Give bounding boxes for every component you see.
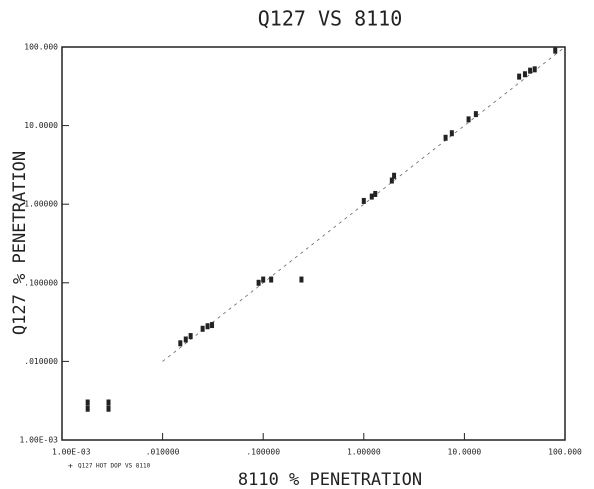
data-point [269,276,274,283]
data-point [553,47,558,54]
data-point [369,193,374,200]
data-point [106,399,111,406]
data-point [466,116,471,123]
y-axis-label: Q127 % PENETRATION [10,151,30,335]
data-point [178,340,183,347]
data-point [261,276,266,283]
data-point [85,399,90,406]
data-point [522,71,527,78]
data-point [361,197,366,204]
y-tick-label: 1.00E-03 [19,436,58,445]
y-tick-label: .100000 [24,278,58,287]
data-point [473,111,478,118]
data-point [85,405,90,412]
data-point [188,333,193,340]
data-point [256,279,261,286]
legend-marker: + [68,462,73,471]
plot-frame [61,46,566,441]
x-tick-label: 1.00E-03 [52,448,91,457]
x-tick-label: .100000 [246,448,280,457]
data-point [106,405,111,412]
data-point [517,73,522,80]
data-point [443,134,448,141]
x-tick-label: .010000 [146,448,180,457]
data-point [389,177,394,184]
data-point [299,276,304,283]
x-axis-label: 8110 % PENETRATION [238,470,422,489]
data-point [392,172,397,179]
data-point [205,323,210,330]
x-tick-label: 100.000 [548,448,582,457]
legend-label: Q127 HOT DOP VS 8110 [78,463,151,470]
data-point [373,190,378,197]
data-point [532,66,537,73]
y-tick-label: 1.00000 [24,200,58,209]
y-tick-label: 10.0000 [24,121,58,130]
data-point [200,325,205,332]
data-point [183,336,188,343]
reference-line [162,46,566,362]
chart-title: Q127 VS 8110 [258,7,403,31]
y-tick-label: 100.000 [24,43,58,52]
data-point [528,67,533,74]
data-point [449,130,454,137]
y-tick-label: .010000 [24,357,58,366]
data-point [210,322,215,329]
x-tick-label: 10.0000 [448,448,482,457]
x-tick-label: 1.00000 [347,448,381,457]
